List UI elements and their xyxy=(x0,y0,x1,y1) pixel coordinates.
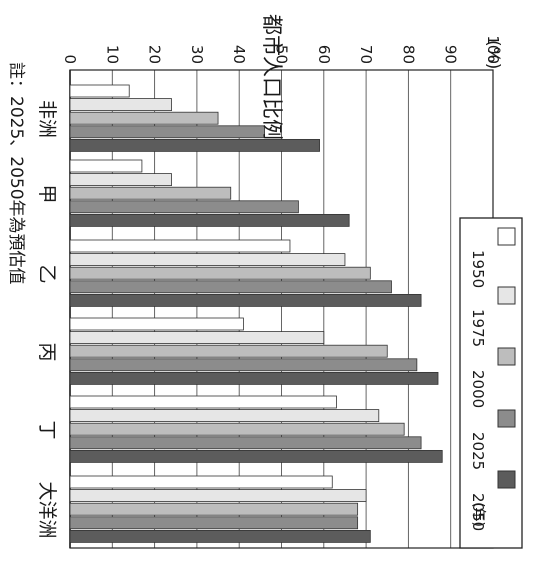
legend-label-2025: 2025 xyxy=(469,432,487,470)
text-layer: 都市人口比例 (%) 註：2025、2050年為預估值 0 10 20 30 40 50 6… xyxy=(6,14,503,539)
category-label-3: 丙 xyxy=(36,342,58,361)
legend-label-2050: 2050 xyxy=(469,493,487,531)
bar-0-2000 xyxy=(69,111,219,125)
category-label-0: 非洲 xyxy=(36,100,58,138)
bar-1-1975 xyxy=(69,173,172,187)
bar-3-1975 xyxy=(69,331,325,345)
tick-label-10: 10 xyxy=(103,45,121,64)
bar-4-2025 xyxy=(69,436,422,450)
bar-0-2050 xyxy=(69,138,320,152)
bar-4-1975 xyxy=(69,409,380,423)
bar-3-2000 xyxy=(69,344,388,358)
bar-1-2025 xyxy=(69,200,299,214)
bar-2-2050 xyxy=(69,293,422,307)
tick-label-30: 30 xyxy=(188,45,206,64)
bar-5-1950 xyxy=(69,475,333,489)
tick-label-70: 70 xyxy=(357,45,375,64)
bar-3-2050 xyxy=(69,371,439,385)
bar-0-1975 xyxy=(69,98,172,111)
bar-3-2025 xyxy=(69,358,418,372)
legend-swatch-2000 xyxy=(497,347,516,366)
bar-0-2025 xyxy=(69,125,265,139)
bar-5-1975 xyxy=(69,489,367,503)
tick-label-60: 60 xyxy=(315,45,333,64)
bar-2-2025 xyxy=(69,280,392,294)
bar-2-1950 xyxy=(69,239,291,253)
tick-label-20: 20 xyxy=(146,45,164,64)
plot-layer xyxy=(69,69,494,549)
bar-5-2000 xyxy=(69,502,359,516)
legend-swatch-1950 xyxy=(497,227,516,246)
bar-2-2000 xyxy=(69,266,371,280)
bar-4-1950 xyxy=(69,395,337,409)
tick-label-80: 80 xyxy=(399,45,417,64)
tick-label-90: 90 xyxy=(442,45,460,64)
bar-3-1950 xyxy=(69,317,244,331)
legend-swatch-2025 xyxy=(497,409,516,428)
legend-swatch-1975 xyxy=(497,286,516,305)
legend: 1950 1975 2000 2025 2050(年) xyxy=(459,217,523,549)
footnote: 註：2025、2050年為預估值 xyxy=(6,62,26,285)
bar-4-2000 xyxy=(69,422,405,436)
legend-box xyxy=(459,217,523,549)
category-label-4: 丁 xyxy=(36,420,58,439)
bar-2-1975 xyxy=(69,253,346,267)
tick-label-50: 50 xyxy=(273,45,291,64)
y-axis-unit: (%) xyxy=(483,40,503,69)
y-axis-label: 都市人口比例 xyxy=(260,14,284,140)
legend-label-1975: 1975 xyxy=(469,309,487,347)
tick-label-0: 0 xyxy=(61,54,79,64)
category-label-5: 大洋洲 xyxy=(36,481,58,538)
bar-5-2025 xyxy=(69,516,359,530)
legend-label-2000: 2000 xyxy=(469,370,487,408)
bar-4-2050 xyxy=(69,449,443,463)
bar-5-2050 xyxy=(69,530,371,543)
tick-label-40: 40 xyxy=(230,45,248,64)
legend-swatch-2050 xyxy=(497,470,516,489)
bar-0-1950 xyxy=(69,84,130,98)
tick-label-100: 100 xyxy=(484,35,502,64)
bar-1-2050 xyxy=(69,213,350,227)
category-label-1: 甲 xyxy=(36,184,58,203)
legend-unit: (年) xyxy=(470,502,486,527)
legend-label-1950: 1950 xyxy=(469,250,487,288)
category-label-2: 乙 xyxy=(36,264,58,283)
bar-1-1950 xyxy=(69,159,143,173)
bar-1-2000 xyxy=(69,186,232,200)
